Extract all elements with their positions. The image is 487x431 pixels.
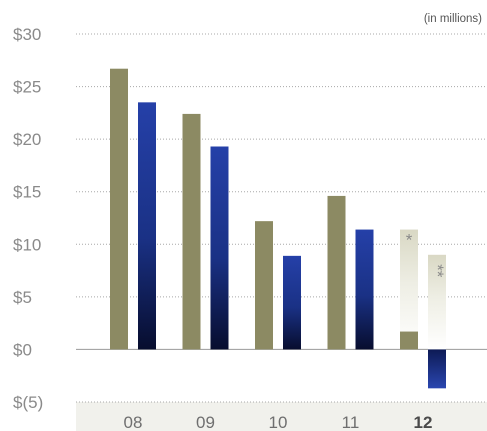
x-tick-label: 12 <box>414 413 433 431</box>
x-tick-label: 10 <box>269 413 288 431</box>
y-tick-label: $10 <box>13 235 41 254</box>
x-axis-band <box>76 402 487 431</box>
y-tick-label: $30 <box>13 25 41 44</box>
bar-series-1-12 <box>400 331 418 350</box>
ghost-annotation: ** <box>428 264 447 278</box>
bar-series-2-08 <box>138 102 156 350</box>
bar-series-1-11 <box>327 195 346 350</box>
x-tick-label: 11 <box>342 413 360 431</box>
y-tick-label: $25 <box>13 78 41 97</box>
x-tick-label: 08 <box>124 413 143 431</box>
y-tick-label: $15 <box>13 183 41 202</box>
bar-series-2-09 <box>210 146 229 350</box>
y-tick-label: $5 <box>13 288 32 307</box>
bar-series-2-10 <box>283 255 301 350</box>
bar-series-1-09 <box>182 113 201 350</box>
bar-series-2-11 <box>355 229 374 350</box>
x-tick-label: 09 <box>196 413 215 431</box>
y-tick-label: $20 <box>13 130 41 149</box>
ghost-bar <box>428 254 446 350</box>
bar-series-2-12 <box>428 349 446 389</box>
y-tick-label: $0 <box>13 340 32 359</box>
ghost-annotation: * <box>406 231 413 250</box>
unit-label: (in millions) <box>424 13 482 25</box>
y-tick-label: $(5) <box>13 393 43 412</box>
bar-series-1-10 <box>255 221 273 350</box>
bar-series-1-08 <box>110 68 128 350</box>
ghost-bar <box>400 229 418 350</box>
